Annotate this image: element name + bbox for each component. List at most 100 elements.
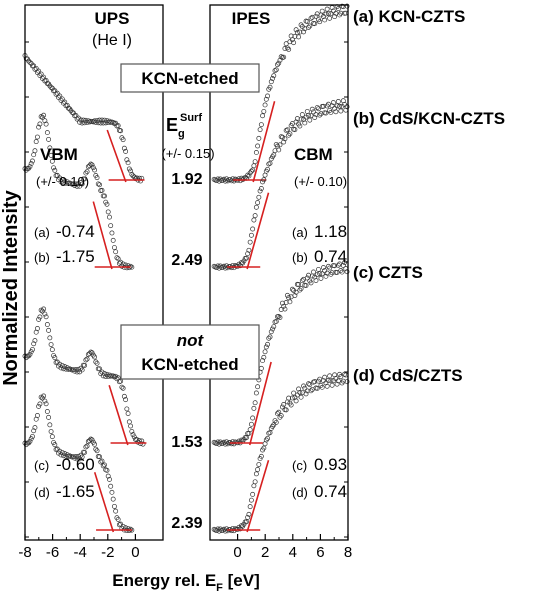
ipes-point <box>276 147 282 153</box>
ipes-x-tick-label: 0 <box>233 544 241 561</box>
ipes-point <box>308 15 314 21</box>
ipes-point <box>327 265 333 271</box>
x-axis-title: Energy rel. EF [eV] <box>112 571 260 594</box>
ups-point <box>42 118 48 124</box>
ups-point <box>94 117 100 123</box>
cbm-error: (+/- 0.10) <box>294 174 347 189</box>
ipes-point <box>239 437 244 443</box>
ipes-point <box>281 139 287 145</box>
ups-point <box>34 413 40 418</box>
ups-point <box>120 137 126 143</box>
ipes-point <box>297 123 303 129</box>
ipes-point <box>311 269 316 275</box>
ups-point <box>83 444 89 450</box>
ipes-point <box>293 398 299 404</box>
vbm-value-a: -0.74 <box>56 222 95 241</box>
ups-point <box>114 255 120 261</box>
ups-point <box>88 161 94 167</box>
ipes-point <box>261 177 267 183</box>
cbm-tag-a: (a) <box>292 225 308 240</box>
ipes-point <box>263 96 269 102</box>
ups-point <box>54 90 60 96</box>
ipes-point <box>286 46 292 52</box>
ups-point <box>126 419 132 425</box>
ups-point <box>41 112 47 118</box>
vbm-fit-line <box>106 129 127 183</box>
ipes-point <box>322 17 328 23</box>
gap-a: 1.92 <box>171 171 202 188</box>
ipes-point <box>289 286 295 292</box>
ipes-point <box>329 270 335 276</box>
ups-point <box>41 306 47 312</box>
ups-point <box>120 385 126 391</box>
ipes-point <box>246 173 252 179</box>
ups-point <box>32 425 38 431</box>
series-name-c: (c) CZTS <box>353 263 423 282</box>
x-axis-title-suffix: [eV] <box>223 571 260 590</box>
ups-point <box>115 516 121 522</box>
ipes-point <box>308 280 314 286</box>
ipes-point <box>344 269 350 275</box>
ups-point <box>49 85 55 91</box>
ups-point <box>44 322 50 327</box>
ups-point <box>105 374 111 379</box>
ups-point <box>113 373 119 379</box>
ipes-point <box>316 106 321 112</box>
ipes-point <box>288 402 294 408</box>
ups-point <box>102 117 107 123</box>
ipes-point <box>281 54 287 60</box>
ipes-point <box>296 34 302 40</box>
ups-point <box>140 441 146 447</box>
ups-point <box>95 181 101 187</box>
ups-point <box>48 342 54 347</box>
ipes-point <box>292 293 298 299</box>
ipes-point <box>319 384 325 390</box>
ups-point <box>49 434 55 440</box>
ipes-point <box>265 435 270 441</box>
spectrum-1 <box>22 3 350 184</box>
ipes-point <box>237 263 243 269</box>
ups-point <box>99 187 105 193</box>
ups-point <box>105 209 111 215</box>
ups-point <box>108 483 114 489</box>
ups-point <box>74 369 80 375</box>
ipes-point <box>334 103 340 109</box>
ipes-point <box>280 300 285 306</box>
ipes-point <box>339 269 345 275</box>
ups-point <box>92 167 98 173</box>
ipes-point <box>335 99 341 104</box>
ipes-point <box>225 178 231 184</box>
ipes-point <box>293 289 299 295</box>
ups-title: UPS <box>95 9 130 28</box>
ups-point <box>38 307 44 313</box>
ups-point <box>90 165 96 171</box>
ipes-point <box>267 160 273 166</box>
ups-point <box>116 260 122 266</box>
ups-point <box>74 456 80 462</box>
ups-point <box>104 201 110 207</box>
ipes-point <box>241 176 247 182</box>
ipes-point <box>252 479 258 485</box>
ups-point <box>124 157 130 163</box>
vbm-error: (+/- 0.10) <box>36 174 89 189</box>
ups-point <box>124 406 130 412</box>
ipes-x-tick-label: 2 <box>261 544 269 561</box>
ipes-point <box>296 386 302 392</box>
ipes-point <box>332 105 338 111</box>
ipes-point <box>309 106 315 112</box>
ipes-point <box>344 379 350 385</box>
ups-point <box>97 454 102 460</box>
ups-point <box>109 489 115 495</box>
spectra-data-layer <box>22 3 350 534</box>
ups-point <box>82 120 88 126</box>
ups-x-tick-label: -4 <box>74 544 87 561</box>
spectrum-4 <box>22 371 350 534</box>
ups-point <box>57 93 63 99</box>
ipes-point <box>328 109 334 115</box>
vbm-value-b: -1.75 <box>56 247 95 266</box>
ipes-point <box>253 149 259 155</box>
ipes-point <box>283 300 289 305</box>
ipes-point <box>245 251 251 257</box>
ipes-point <box>317 112 323 118</box>
ups-point <box>27 438 33 444</box>
